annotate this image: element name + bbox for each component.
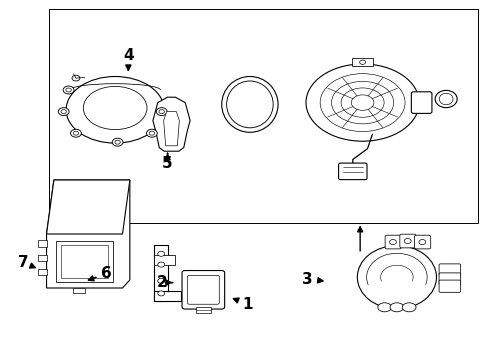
Bar	[56, 241, 113, 282]
Text: 5: 5	[162, 153, 173, 171]
Polygon shape	[47, 180, 130, 288]
Circle shape	[158, 251, 165, 256]
Text: 4: 4	[123, 48, 134, 70]
Circle shape	[72, 75, 80, 81]
Ellipse shape	[435, 90, 457, 108]
FancyBboxPatch shape	[415, 235, 431, 249]
FancyBboxPatch shape	[400, 234, 416, 248]
Ellipse shape	[306, 64, 419, 141]
FancyBboxPatch shape	[439, 280, 461, 292]
Circle shape	[112, 138, 123, 146]
FancyBboxPatch shape	[385, 235, 401, 249]
Circle shape	[419, 239, 426, 244]
Circle shape	[63, 86, 74, 94]
Ellipse shape	[83, 86, 147, 130]
Circle shape	[158, 278, 165, 283]
Ellipse shape	[331, 81, 394, 124]
FancyBboxPatch shape	[187, 275, 219, 304]
Text: 2: 2	[156, 275, 172, 290]
Bar	[196, 307, 211, 313]
Circle shape	[404, 238, 411, 243]
Bar	[61, 245, 108, 278]
Ellipse shape	[378, 303, 392, 312]
Circle shape	[158, 262, 165, 267]
Bar	[154, 255, 175, 265]
Text: 7: 7	[18, 255, 35, 270]
Ellipse shape	[390, 303, 404, 312]
Bar	[154, 291, 181, 301]
Circle shape	[73, 131, 78, 135]
FancyBboxPatch shape	[439, 273, 461, 285]
Ellipse shape	[357, 246, 437, 309]
Ellipse shape	[320, 74, 405, 131]
Circle shape	[115, 140, 121, 144]
Circle shape	[147, 129, 157, 137]
Circle shape	[71, 129, 81, 137]
Bar	[352, 58, 373, 66]
Circle shape	[156, 108, 167, 116]
FancyBboxPatch shape	[412, 92, 432, 113]
Text: 1: 1	[234, 297, 253, 312]
FancyBboxPatch shape	[182, 271, 224, 309]
FancyBboxPatch shape	[339, 163, 367, 180]
Bar	[49, 9, 478, 223]
Text: 3: 3	[302, 271, 323, 287]
Circle shape	[390, 239, 396, 244]
Ellipse shape	[341, 88, 384, 117]
Bar	[38, 269, 47, 275]
Circle shape	[61, 110, 66, 114]
Ellipse shape	[440, 93, 453, 105]
Ellipse shape	[221, 77, 278, 132]
Bar	[73, 288, 85, 293]
Ellipse shape	[66, 77, 164, 143]
Circle shape	[149, 131, 154, 135]
Circle shape	[159, 110, 164, 114]
Bar	[38, 240, 47, 247]
Polygon shape	[164, 112, 179, 146]
Circle shape	[158, 291, 165, 296]
Circle shape	[66, 88, 72, 92]
Polygon shape	[47, 180, 130, 234]
Bar	[154, 245, 168, 301]
Ellipse shape	[351, 95, 374, 110]
Bar	[38, 255, 47, 261]
Ellipse shape	[402, 303, 416, 312]
Circle shape	[360, 60, 366, 64]
Text: 6: 6	[89, 266, 112, 281]
Ellipse shape	[226, 81, 273, 128]
FancyBboxPatch shape	[439, 264, 461, 276]
Circle shape	[58, 108, 69, 116]
Polygon shape	[153, 97, 190, 151]
